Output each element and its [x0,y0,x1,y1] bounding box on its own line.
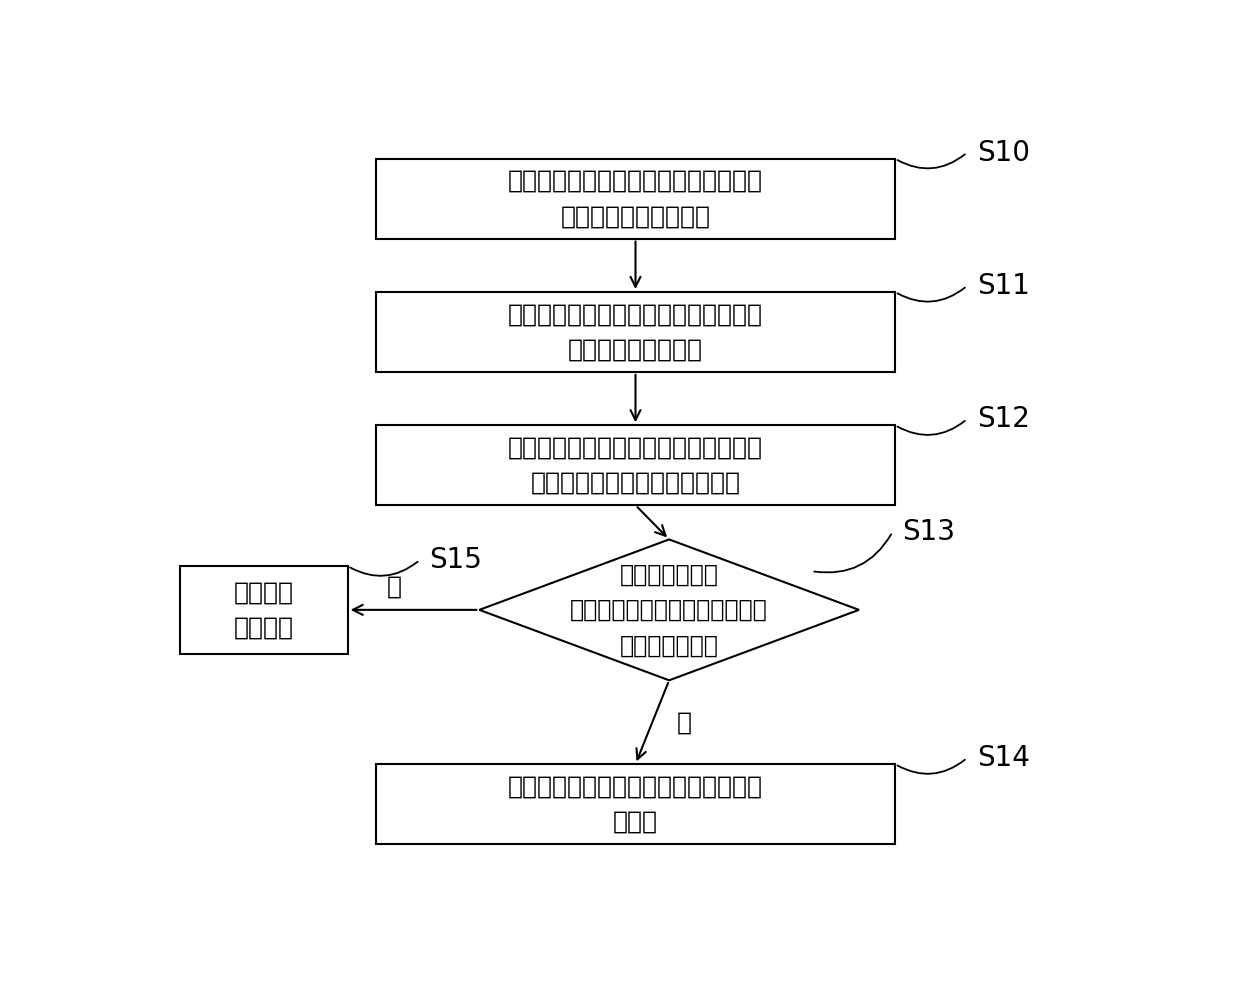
Text: 是: 是 [676,710,692,734]
FancyBboxPatch shape [376,764,895,844]
Text: 接收到复位请求时，调用预置的复位程
序对数据进行复位处理: 接收到复位请求时，调用预置的复位程 序对数据进行复位处理 [508,169,763,228]
Text: S11: S11 [977,272,1029,300]
Text: 根据复位请求创建一用于记录复位处理
状态信息的记录文件: 根据复位请求创建一用于记录复位处理 状态信息的记录文件 [508,303,763,362]
FancyBboxPatch shape [376,292,895,372]
FancyBboxPatch shape [376,158,895,238]
Text: 再次调用预置的复位程序对数据进行复
位处理: 再次调用预置的复位程序对数据进行复 位处理 [508,774,763,834]
Polygon shape [480,539,859,680]
Text: S13: S13 [903,518,955,546]
Text: 将记录文件储存至预置的储存区域内，
并当成功复位时，删除记录文件: 将记录文件储存至预置的储存区域内， 并当成功复位时，删除记录文件 [508,435,763,494]
Text: S15: S15 [429,546,482,574]
FancyBboxPatch shape [376,425,895,505]
Text: S14: S14 [977,744,1029,772]
Text: S12: S12 [977,405,1029,433]
Text: 否: 否 [387,575,402,598]
Text: S10: S10 [977,138,1029,166]
Text: 直接启动
电子设备: 直接启动 电子设备 [233,581,294,640]
Text: 当电子设备再次
启动时，检测预置存储区域内是
否存在记录文件: 当电子设备再次 启动时，检测预置存储区域内是 否存在记录文件 [570,563,768,658]
FancyBboxPatch shape [180,566,347,654]
